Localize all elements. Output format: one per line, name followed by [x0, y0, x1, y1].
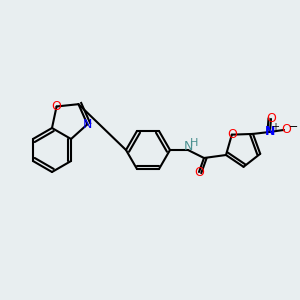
Text: O: O: [281, 123, 291, 136]
Text: N: N: [183, 140, 193, 152]
Text: +: +: [271, 122, 279, 132]
Text: N: N: [83, 118, 92, 131]
Text: O: O: [227, 128, 237, 141]
Text: H: H: [190, 138, 198, 148]
Text: −: −: [289, 122, 299, 132]
Text: O: O: [266, 112, 276, 125]
Text: O: O: [194, 166, 204, 178]
Text: N: N: [265, 125, 275, 138]
Text: O: O: [52, 100, 61, 113]
